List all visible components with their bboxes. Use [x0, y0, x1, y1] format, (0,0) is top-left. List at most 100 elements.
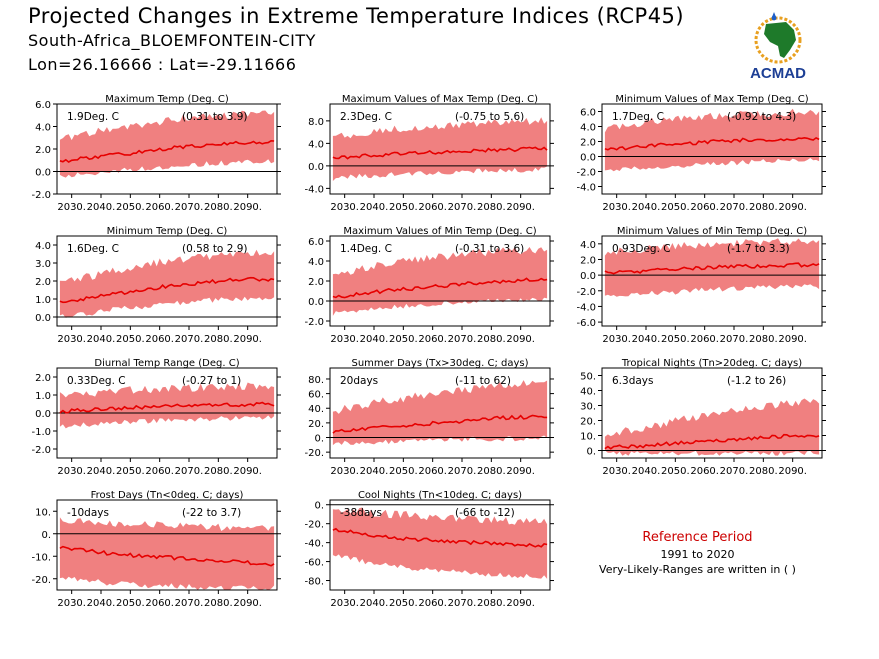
- x-tick-label: 2090.: [233, 598, 262, 609]
- range-band: [332, 247, 548, 316]
- chart-stat-range: (-0.75 to 5.6): [455, 111, 524, 123]
- x-tick-label: 2060.: [418, 598, 447, 609]
- plot-frame: [601, 103, 823, 195]
- chart-title: Maximum Values of Max Temp (Deg. C): [342, 94, 538, 105]
- x-tick-label: 2030.: [57, 202, 86, 213]
- y-tick-label: 40.: [308, 404, 324, 415]
- x-tick-label: 2070.: [720, 334, 749, 345]
- x-tick-label: 2040.: [632, 202, 661, 213]
- y-tick-label: 0.0: [35, 168, 51, 179]
- chart-stat-value: 6.3days: [612, 375, 653, 387]
- y-tick-label: 0.: [586, 447, 596, 458]
- x-tick-label: 2030.: [330, 466, 359, 477]
- y-tick-label: 80.: [308, 375, 324, 386]
- x-tick-label: 2090.: [233, 466, 262, 477]
- chart-panel: -4.0 -2.0 0.0 2.0 4.0 6.0 2030. 2040. 2050. 2060.…: [576, 94, 826, 213]
- x-tick-label: 2040.: [360, 334, 389, 345]
- chart-title: Diurnal Temp Range (Deg. C): [94, 358, 239, 369]
- y-tick-label: 20.: [308, 419, 324, 430]
- chart-title: Maximum Temp (Deg. C): [105, 94, 229, 105]
- y-tick-label: 1.0: [35, 295, 51, 306]
- chart-title: Tropical Nights (Tn>20deg. C; days): [621, 358, 802, 369]
- x-tick-label: 2070.: [720, 466, 749, 477]
- chart-panel: -20.-10.0.10.2030. 2040. 2050. 2060. 2070. 20…: [31, 490, 281, 609]
- median-line: [332, 414, 548, 434]
- y-tick-label: 40.: [580, 387, 596, 398]
- x-tick-label: 2090.: [506, 202, 535, 213]
- x-tick-label: 2040.: [632, 334, 661, 345]
- x-tick-label: 2040.: [360, 466, 389, 477]
- x-tick-label: 2080.: [204, 202, 233, 213]
- x-tick-label: 2080.: [749, 466, 778, 477]
- x-tick-label: 2030.: [57, 598, 86, 609]
- y-tick-label: 3.0: [35, 259, 51, 270]
- median-line: [332, 277, 548, 299]
- y-tick-label: 2.0: [35, 145, 51, 156]
- y-tick-label: 2.0: [580, 255, 596, 266]
- x-tick-label: 2080.: [204, 466, 233, 477]
- y-tick-label: -10.: [31, 552, 51, 563]
- logo-text: ACMAD: [750, 65, 806, 82]
- y-tick-label: 0.0: [580, 153, 596, 164]
- station-coordinates: Lon=26.16666 : Lat=-29.11666: [28, 55, 297, 74]
- x-tick-label: 2060.: [145, 466, 174, 477]
- plot-frame: [329, 103, 551, 195]
- y-tick-label: 4.0: [308, 139, 324, 150]
- x-tick-label: 2050.: [389, 598, 418, 609]
- x-tick-label: 2050.: [389, 334, 418, 345]
- plot-frame: [56, 499, 278, 591]
- median-line: [59, 139, 275, 163]
- y-tick-label: 0.0: [308, 297, 324, 308]
- y-tick-label: 6.0: [580, 108, 596, 119]
- chart-stat-range: (-22 to 3.7): [182, 507, 241, 519]
- median-line: [59, 401, 275, 414]
- y-tick-label: 0.: [41, 530, 51, 541]
- x-tick-label: 2080.: [477, 466, 506, 477]
- chart-stat-value: 0.93Deg. C: [612, 243, 671, 255]
- y-tick-label: -20.: [304, 448, 324, 459]
- x-tick-label: 2030.: [602, 334, 631, 345]
- chart-stat-value: 0.33Deg. C: [67, 375, 126, 387]
- x-tick-label: 2090.: [233, 334, 262, 345]
- median-line: [604, 262, 820, 275]
- chart-title: Summer Days (Tx>30deg. C; days): [351, 358, 528, 369]
- x-tick-label: 2050.: [389, 466, 418, 477]
- x-tick-label: 2050.: [661, 466, 690, 477]
- y-tick-label: -40.: [304, 539, 324, 550]
- y-tick-label: 4.0: [580, 123, 596, 134]
- y-tick-label: -20.: [304, 520, 324, 531]
- x-tick-label: 2080.: [204, 598, 233, 609]
- chart-stat-value: 1.6Deg. C: [67, 243, 119, 255]
- y-tick-label: -20.: [31, 575, 51, 586]
- x-tick-label: 2040.: [360, 202, 389, 213]
- x-tick-label: 2080.: [749, 202, 778, 213]
- chart-stat-value: -38days: [340, 507, 382, 519]
- x-tick-label: 2090.: [506, 334, 535, 345]
- x-tick-label: 2060.: [690, 334, 719, 345]
- reference-period-title: Reference Period: [642, 530, 753, 545]
- x-tick-label: 2090.: [506, 466, 535, 477]
- range-band: [59, 249, 275, 318]
- y-tick-label: 0.0: [308, 162, 324, 173]
- chart-title: Minimum Temp (Deg. C): [107, 226, 228, 237]
- y-tick-label: 0.0: [35, 313, 51, 324]
- y-tick-label: 10.: [35, 507, 51, 518]
- x-tick-label: 2090.: [778, 334, 807, 345]
- plot-frame: [601, 367, 823, 459]
- x-tick-label: 2070.: [175, 334, 204, 345]
- chart-stat-range: (-1.2 to 26): [727, 375, 786, 387]
- y-tick-label: -2.0: [304, 317, 324, 328]
- y-tick-label: 10.: [580, 432, 596, 443]
- chart-panel: -20.0.20.40.60.80.2030. 2040. 2050. 2060. 20…: [304, 358, 554, 477]
- y-tick-label: 4.0: [308, 257, 324, 268]
- y-tick-label: 8.0: [308, 117, 324, 128]
- chart-stat-range: (-0.92 to 4.3): [727, 111, 796, 123]
- range-band: [59, 517, 275, 590]
- x-tick-label: 2050.: [661, 202, 690, 213]
- chart-stat-value: 1.7Deg. C: [612, 111, 664, 123]
- y-tick-label: 2.0: [580, 138, 596, 149]
- chart-stat-value: 1.4Deg. C: [340, 243, 392, 255]
- y-tick-label: 2.0: [308, 277, 324, 288]
